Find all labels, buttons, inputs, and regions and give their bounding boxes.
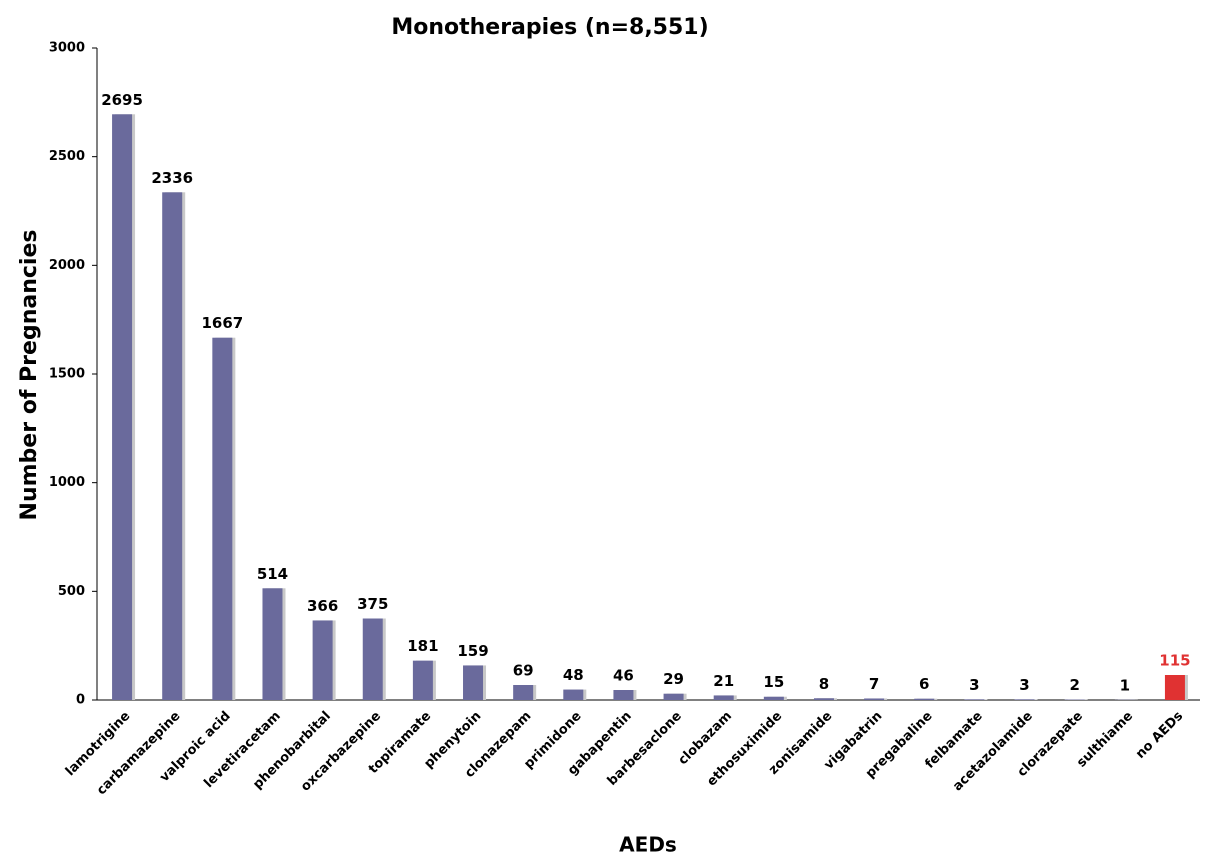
data-label: 15 xyxy=(763,673,784,691)
x-tick-label: no AEDs xyxy=(1133,709,1186,762)
y-tick-label: 0 xyxy=(76,693,85,708)
bar xyxy=(663,693,684,700)
data-label: 6 xyxy=(919,675,929,693)
y-tick-label: 1500 xyxy=(49,367,85,382)
data-label: 7 xyxy=(869,675,879,693)
bar xyxy=(563,689,584,700)
bar xyxy=(463,665,484,700)
data-label: 3 xyxy=(969,676,979,694)
data-label: 1 xyxy=(1120,676,1130,694)
y-tick-label: 3000 xyxy=(49,41,85,56)
bar xyxy=(412,660,433,700)
y-tick-label: 500 xyxy=(58,584,85,599)
data-label: 29 xyxy=(663,670,684,688)
chart-title: Monotherapies (n=8,551) xyxy=(391,15,708,40)
data-label: 2 xyxy=(1069,676,1079,694)
bar xyxy=(914,698,935,700)
data-label: 159 xyxy=(457,642,488,660)
x-axis-title: AEDs xyxy=(619,833,677,857)
bar xyxy=(262,588,283,700)
y-tick-label: 2500 xyxy=(49,149,85,164)
data-label: 48 xyxy=(563,666,584,684)
data-label: 8 xyxy=(819,675,829,693)
bar xyxy=(1014,699,1035,700)
data-label: 69 xyxy=(513,662,534,680)
data-label: 115 xyxy=(1159,652,1190,670)
data-label: 181 xyxy=(407,637,438,655)
bar xyxy=(362,618,383,700)
bar xyxy=(713,695,734,700)
data-label: 1667 xyxy=(201,314,243,332)
bar xyxy=(312,620,333,700)
bar xyxy=(813,698,834,700)
data-label: 21 xyxy=(713,672,734,690)
data-label: 46 xyxy=(613,667,634,685)
data-label: 514 xyxy=(257,565,288,583)
bar xyxy=(212,337,233,700)
data-label: 375 xyxy=(357,595,388,613)
bar xyxy=(763,696,784,700)
data-label: 366 xyxy=(307,597,338,615)
data-label: 2336 xyxy=(151,169,193,187)
bar xyxy=(964,699,985,700)
data-label: 2695 xyxy=(101,91,143,109)
bar xyxy=(1164,675,1185,700)
x-tick-label: carbamazepine xyxy=(94,709,184,799)
bar xyxy=(513,685,534,700)
bar xyxy=(613,690,634,700)
y-tick-label: 1000 xyxy=(49,475,85,490)
bar xyxy=(162,192,183,700)
y-axis-title: Number of Pregnancies xyxy=(17,230,42,521)
bar xyxy=(112,114,133,700)
data-label: 3 xyxy=(1019,676,1029,694)
y-tick-label: 2000 xyxy=(49,258,85,273)
bar xyxy=(864,698,885,700)
